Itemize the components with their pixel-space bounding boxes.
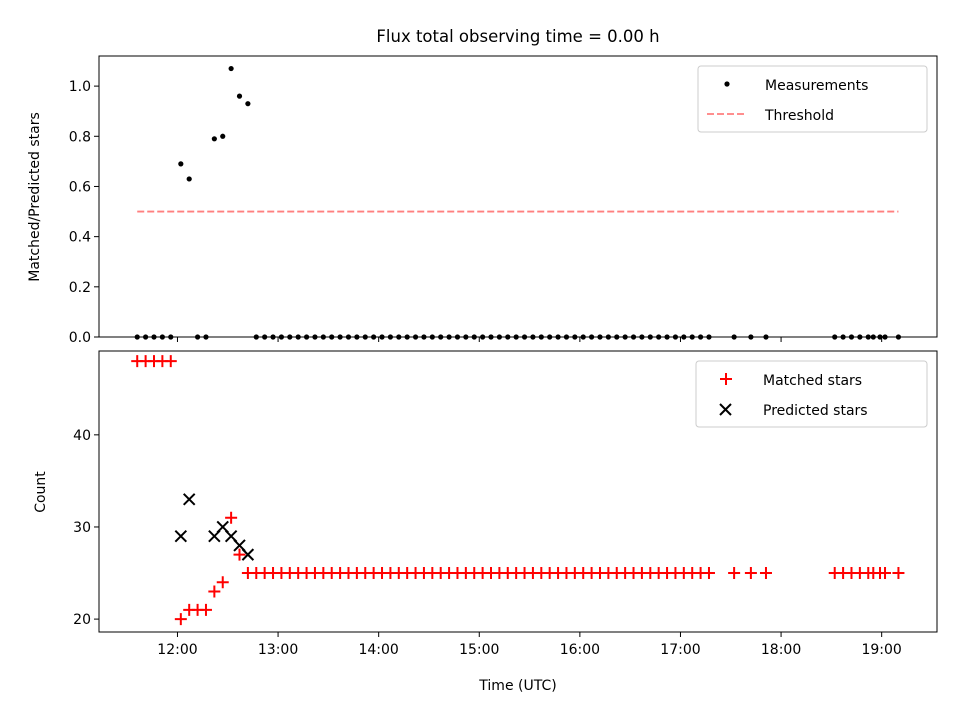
legend-predicted-label: Predicted stars bbox=[763, 403, 868, 419]
x-tick-label: 17:00 bbox=[660, 642, 700, 658]
top-panel: 0.0 0.2 0.4 0.6 0.8 1.0 Matched/Predicted sta… bbox=[27, 55, 938, 346]
matched-star-point bbox=[225, 511, 238, 524]
measurement-point bbox=[236, 93, 243, 99]
matched-star-point bbox=[216, 576, 229, 589]
matched-star-point bbox=[233, 548, 246, 561]
top-legend: Measurements Threshold bbox=[697, 65, 928, 133]
matched-star-point bbox=[702, 567, 715, 580]
measurement-point bbox=[220, 133, 226, 139]
x-tick-label: 12:00 bbox=[157, 642, 197, 658]
matched-star-point bbox=[164, 355, 177, 368]
matched-star-point bbox=[728, 567, 741, 580]
matched-star-point bbox=[759, 567, 772, 580]
x-tick-label: 18:00 bbox=[761, 642, 801, 658]
measurement-point bbox=[178, 161, 184, 167]
bottom-legend-frame bbox=[695, 360, 928, 428]
bottom-axes-frame bbox=[98, 350, 938, 633]
measurement-point bbox=[211, 136, 217, 142]
legend-matched-marker bbox=[720, 373, 732, 385]
matched-star-point bbox=[744, 567, 757, 580]
y-tick-label: 30 bbox=[73, 520, 91, 536]
matched-star-point bbox=[199, 603, 212, 616]
y-tick-label: 0.4 bbox=[69, 230, 91, 246]
bottom-panel: 20 30 40 12:00 13:00 14:00 15:00 16:00 17:00 18:… bbox=[33, 350, 938, 694]
y-tick-label: 1.0 bbox=[69, 79, 91, 95]
legend-measurements-marker bbox=[724, 81, 730, 87]
bottom-legend: Matched stars Predicted stars bbox=[695, 360, 928, 428]
legend-matched-label: Matched stars bbox=[763, 373, 862, 389]
measurement-point bbox=[245, 101, 251, 107]
y-tick-label: 40 bbox=[73, 428, 91, 444]
top-y-ticks: 0.0 0.2 0.4 0.6 0.8 1.0 bbox=[69, 79, 99, 346]
bottom-y-axis-label: Count bbox=[33, 471, 49, 513]
matched-star-point bbox=[892, 567, 905, 580]
predicted-star-point bbox=[174, 529, 188, 543]
y-tick-label: 0.0 bbox=[69, 330, 91, 346]
predicted-star-point bbox=[241, 548, 255, 561]
legend-threshold-label: Threshold bbox=[764, 108, 834, 124]
y-tick-label: 0.8 bbox=[69, 129, 91, 145]
matched-star-point bbox=[208, 585, 221, 598]
bottom-x-axis-label: Time (UTC) bbox=[478, 678, 556, 694]
measurement-point bbox=[186, 176, 192, 182]
top-axes-frame bbox=[98, 55, 938, 338]
matched-star-point bbox=[879, 567, 892, 580]
legend-measurements-label: Measurements bbox=[765, 78, 868, 94]
bottom-y-ticks: 20 30 40 bbox=[73, 428, 99, 628]
measurement-point bbox=[228, 65, 234, 72]
legend-predicted-marker bbox=[719, 403, 732, 416]
chart-title: Flux total observing time = 0.00 h bbox=[376, 27, 659, 46]
y-tick-label: 0.2 bbox=[69, 280, 91, 296]
x-tick-label: 13:00 bbox=[258, 642, 298, 658]
y-tick-label: 0.6 bbox=[69, 179, 91, 195]
top-y-axis-label: Matched/Predicted stars bbox=[27, 112, 43, 282]
predicted-star-point bbox=[182, 493, 196, 506]
x-tick-label: 19:00 bbox=[861, 642, 901, 658]
y-tick-label: 20 bbox=[73, 612, 91, 628]
matched-star-point bbox=[174, 613, 187, 626]
x-tick-label: 16:00 bbox=[560, 642, 600, 658]
x-tick-label: 14:00 bbox=[358, 642, 398, 658]
x-tick-label: 15:00 bbox=[459, 642, 499, 658]
bottom-x-ticks: 12:00 13:00 14:00 15:00 16:00 17:00 18:00 19:00 bbox=[157, 632, 902, 658]
top-x-ticks bbox=[176, 337, 883, 342]
top-legend-frame bbox=[697, 65, 928, 133]
bottom-plot-area bbox=[131, 355, 905, 626]
